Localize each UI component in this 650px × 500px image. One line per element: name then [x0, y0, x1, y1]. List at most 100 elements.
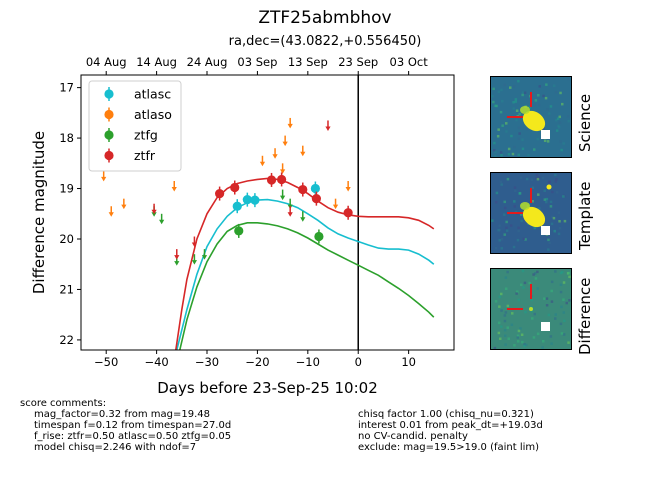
stamp-noise — [533, 148, 536, 151]
stamp-noise — [559, 271, 563, 275]
atlaso-limit-arrowhead — [280, 169, 286, 174]
stamp-noise — [493, 149, 496, 152]
stamp-noise — [534, 99, 538, 102]
ztfg-limit-arrowhead — [151, 212, 157, 217]
stamp-noise — [548, 241, 551, 245]
stamp-noise — [518, 112, 521, 116]
stamp-noise — [500, 292, 503, 296]
stamp-noise — [550, 300, 554, 303]
ztfg-upper-limit — [191, 254, 198, 265]
stamp-noise — [512, 85, 516, 88]
ztfr-limit-arrowhead — [191, 242, 198, 248]
x-tick-label: −50 — [94, 355, 118, 369]
stamp-noise — [558, 115, 561, 119]
atlasc-marker — [250, 195, 260, 205]
masked-pixel-square — [541, 322, 550, 331]
score-comments-left: score comments: mag_factor=0.32 from mag… — [20, 398, 231, 453]
stamp-noise — [512, 107, 515, 110]
top-tick-label: 13 Sep — [288, 55, 328, 69]
masked-pixel-square — [541, 130, 550, 139]
stamp-noise — [535, 177, 538, 180]
atlasc-point — [232, 199, 242, 214]
atlaso-limit-arrowhead — [171, 187, 177, 192]
stamp-noise — [505, 229, 509, 232]
stamp-noise — [536, 137, 540, 141]
stamp-noise — [510, 323, 514, 326]
ztfg-limit-arrowhead — [191, 260, 198, 265]
stamp-noise — [562, 142, 565, 145]
legend-label: ztfg — [134, 128, 158, 143]
x-axis-label: Days before 23-Sep-25 10:02 — [157, 379, 378, 397]
difference-stamp-image — [491, 269, 571, 349]
ztfr-upper-limit — [174, 249, 180, 260]
ztfr-marker — [343, 208, 353, 218]
stamp-noise — [514, 98, 518, 101]
stamp-noise — [517, 153, 520, 157]
stamp-noise — [517, 329, 521, 333]
ztfr-point — [230, 180, 240, 195]
stamp-noise — [517, 229, 520, 233]
stamp-noise — [491, 219, 494, 222]
atlaso-upper-limit — [259, 155, 266, 167]
stamp-noise — [519, 176, 523, 179]
stamp-noise — [505, 226, 508, 230]
stamp-noise — [512, 101, 515, 104]
comment-line: no CV-candid. penalty — [358, 431, 468, 442]
atlaso-upper-limit — [272, 148, 278, 159]
masked-pixel-square — [541, 226, 550, 235]
stamp-noise — [494, 150, 497, 153]
stamp-noise — [560, 332, 564, 335]
stamp-noise — [545, 197, 549, 201]
stamp-noise — [557, 232, 561, 236]
stamp-noise — [518, 132, 521, 135]
atlaso-upper-limit — [332, 198, 339, 210]
stamp-noise — [537, 176, 541, 179]
ztfg-upper-limit — [201, 249, 208, 260]
ztfr-point — [266, 172, 277, 187]
legend-label: ztfr — [134, 148, 156, 163]
galaxy-halo — [520, 106, 530, 114]
comment-line: f_rise: ztfr=0.50 atlasc=0.50 ztfg=0.05 — [34, 431, 232, 442]
ztfr-upper-limit — [191, 236, 198, 248]
stamp-noise — [550, 222, 554, 226]
stamp-noise — [549, 200, 553, 204]
atlasc-point — [250, 193, 260, 208]
stamp-noise — [499, 337, 502, 340]
stamp-noise — [493, 104, 497, 108]
stamp-noise — [558, 121, 562, 124]
stamp-noise — [503, 200, 506, 204]
ztfr-marker — [277, 174, 287, 185]
plot-area — [101, 75, 435, 350]
stamp-noise — [560, 305, 563, 309]
stamp-noise — [562, 311, 565, 314]
stamp-noise — [536, 332, 540, 336]
stamp-noise — [498, 295, 502, 298]
stamp-noise — [555, 118, 558, 122]
legend-marker — [104, 89, 114, 99]
stamp-noise — [556, 117, 560, 120]
stamp-noise — [542, 340, 545, 343]
stamp-noise — [560, 148, 563, 152]
stamp-noise — [562, 195, 565, 198]
stamp-noise — [531, 200, 534, 203]
stamp-noise — [516, 340, 520, 343]
stamp-noise — [511, 152, 515, 156]
stamp-noise — [521, 147, 525, 151]
stamp-noise — [522, 237, 525, 240]
stamp-noise — [559, 140, 562, 143]
score-comments-right: chisq factor 1.00 (chisq_nu=0.321) inter… — [358, 409, 543, 453]
comment-line: model chisq=2.246 with ndof=7 — [34, 442, 197, 453]
x-tick-label: 10 — [401, 355, 416, 369]
stamp-noise — [531, 317, 534, 320]
stamp-noise — [551, 190, 554, 194]
stamp-noise — [497, 331, 501, 335]
comments-heading: score comments: — [20, 398, 107, 409]
stamp-noise — [558, 226, 562, 230]
stamp-noise — [559, 283, 563, 286]
stamp-noise — [553, 229, 556, 233]
atlaso-upper-limit — [101, 170, 107, 182]
stamp-noise — [563, 219, 567, 223]
stamp-noise — [503, 233, 506, 236]
stamp-noise — [503, 213, 506, 216]
